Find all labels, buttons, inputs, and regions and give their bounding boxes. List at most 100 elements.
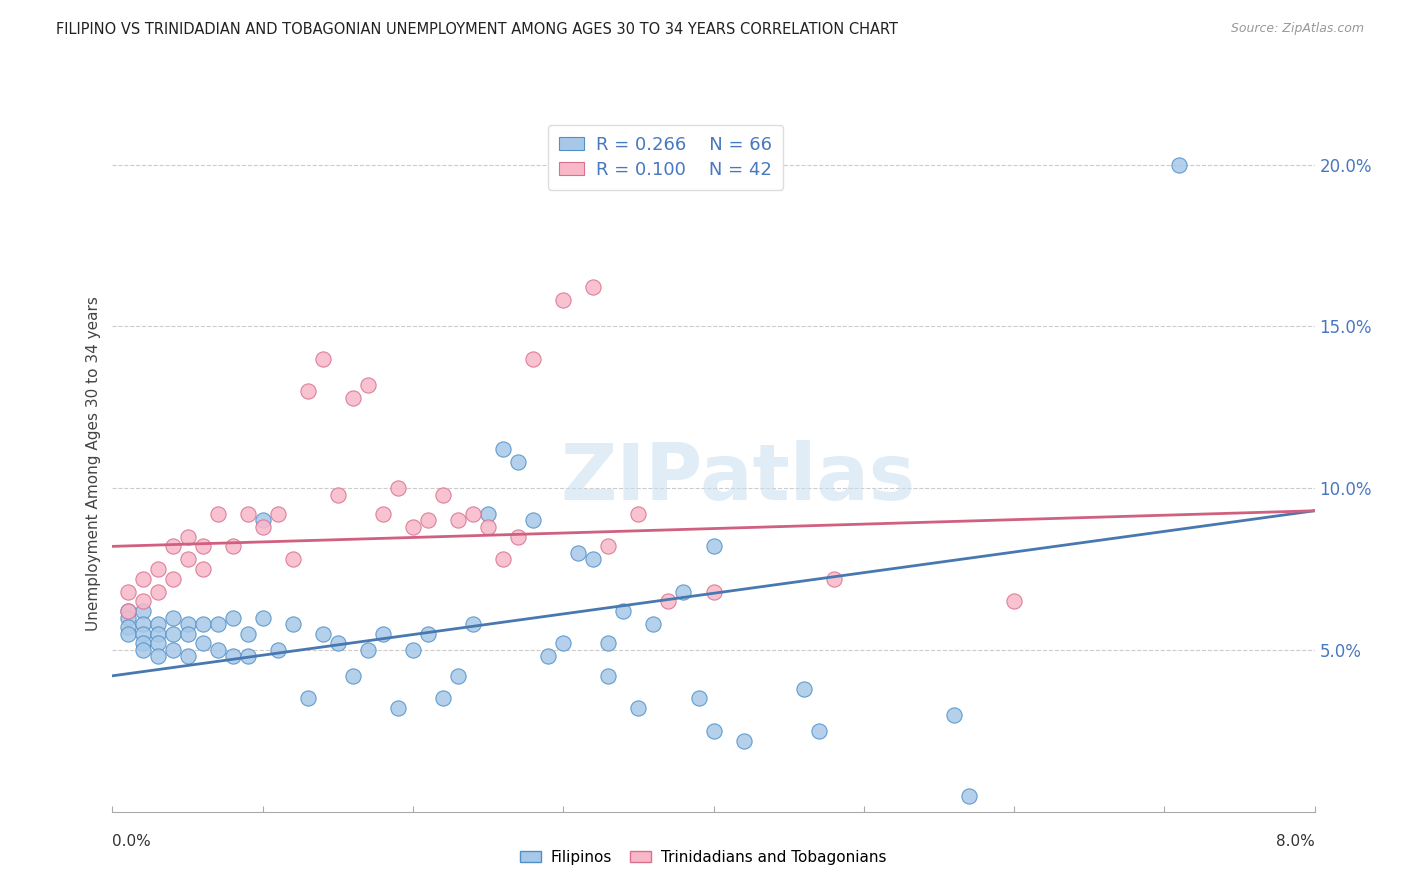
Point — [447, 669, 470, 683]
Point — [627, 701, 650, 715]
Point — [598, 540, 620, 554]
Point — [176, 552, 198, 566]
Point — [657, 594, 679, 608]
Point — [643, 617, 665, 632]
Point — [222, 540, 245, 554]
Point — [191, 562, 214, 576]
Point — [281, 617, 304, 632]
Point — [176, 617, 198, 632]
Point — [612, 604, 634, 618]
Point — [416, 626, 439, 640]
Point — [176, 649, 198, 664]
Point — [522, 351, 544, 366]
Point — [191, 540, 214, 554]
Point — [191, 617, 214, 632]
Point — [162, 610, 184, 624]
Legend: Filipinos, Trinidadians and Tobagonians: Filipinos, Trinidadians and Tobagonians — [513, 844, 893, 871]
Point — [553, 636, 575, 650]
Point — [146, 649, 169, 664]
Point — [807, 723, 830, 738]
Point — [402, 520, 425, 534]
Point — [957, 789, 980, 803]
Point — [371, 507, 394, 521]
Point — [207, 643, 229, 657]
Point — [207, 507, 229, 521]
Point — [191, 636, 214, 650]
Point — [131, 643, 153, 657]
Point — [162, 643, 184, 657]
Point — [387, 481, 409, 495]
Point — [672, 584, 695, 599]
Point — [267, 507, 290, 521]
Point — [402, 643, 425, 657]
Point — [416, 513, 439, 527]
Point — [117, 604, 139, 618]
Point — [342, 391, 364, 405]
Point — [477, 507, 499, 521]
Point — [252, 520, 274, 534]
Point — [131, 604, 153, 618]
Point — [823, 572, 845, 586]
Point — [537, 649, 560, 664]
Point — [162, 626, 184, 640]
Point — [252, 610, 274, 624]
Point — [582, 280, 605, 294]
Point — [432, 487, 454, 501]
Point — [492, 442, 515, 457]
Point — [942, 707, 965, 722]
Point — [117, 626, 139, 640]
Point — [522, 513, 544, 527]
Point — [236, 626, 259, 640]
Point — [146, 626, 169, 640]
Point — [598, 636, 620, 650]
Point — [508, 530, 530, 544]
Point — [567, 546, 589, 560]
Point — [508, 455, 530, 469]
Y-axis label: Unemployment Among Ages 30 to 34 years: Unemployment Among Ages 30 to 34 years — [86, 296, 101, 632]
Point — [146, 617, 169, 632]
Point — [477, 520, 499, 534]
Point — [357, 643, 380, 657]
Point — [688, 691, 710, 706]
Point — [387, 701, 409, 715]
Point — [117, 610, 139, 624]
Legend: R = 0.266    N = 66, R = 0.100    N = 42: R = 0.266 N = 66, R = 0.100 N = 42 — [548, 125, 783, 190]
Text: Source: ZipAtlas.com: Source: ZipAtlas.com — [1230, 22, 1364, 36]
Point — [162, 540, 184, 554]
Point — [702, 540, 725, 554]
Point — [326, 636, 349, 650]
Point — [598, 669, 620, 683]
Point — [176, 530, 198, 544]
Point — [131, 636, 153, 650]
Text: 0.0%: 0.0% — [112, 834, 152, 849]
Point — [176, 626, 198, 640]
Point — [117, 584, 139, 599]
Point — [357, 377, 380, 392]
Point — [432, 691, 454, 706]
Point — [582, 552, 605, 566]
Point — [252, 513, 274, 527]
Point — [146, 562, 169, 576]
Point — [312, 626, 335, 640]
Point — [131, 626, 153, 640]
Point — [733, 733, 755, 747]
Point — [146, 636, 169, 650]
Point — [131, 617, 153, 632]
Point — [326, 487, 349, 501]
Point — [146, 584, 169, 599]
Point — [702, 584, 725, 599]
Point — [281, 552, 304, 566]
Point — [207, 617, 229, 632]
Point — [236, 649, 259, 664]
Text: FILIPINO VS TRINIDADIAN AND TOBAGONIAN UNEMPLOYMENT AMONG AGES 30 TO 34 YEARS CO: FILIPINO VS TRINIDADIAN AND TOBAGONIAN U… — [56, 22, 898, 37]
Point — [627, 507, 650, 521]
Point — [297, 384, 319, 398]
Point — [162, 572, 184, 586]
Point — [312, 351, 335, 366]
Point — [222, 649, 245, 664]
Point — [117, 604, 139, 618]
Point — [447, 513, 470, 527]
Point — [1168, 157, 1191, 171]
Point — [267, 643, 290, 657]
Point — [371, 626, 394, 640]
